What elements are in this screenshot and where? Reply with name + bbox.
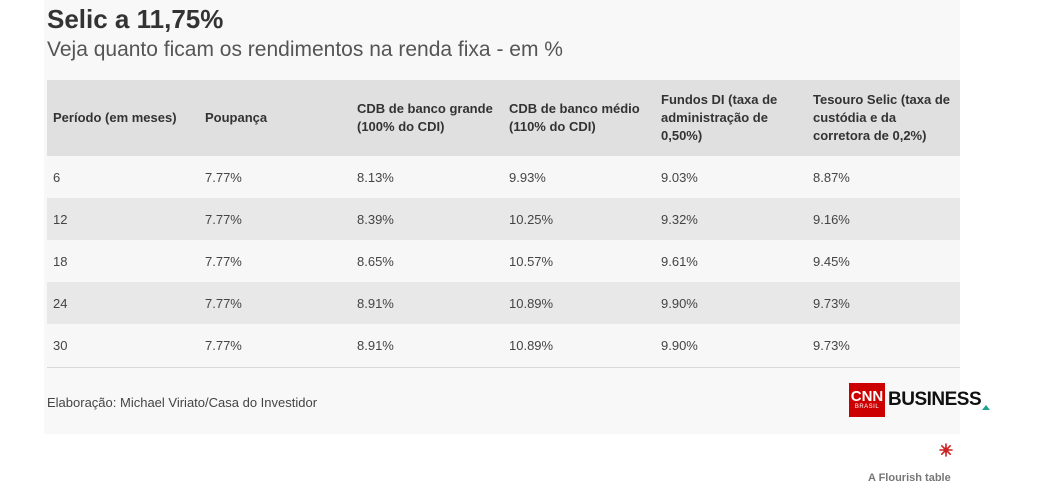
- value-cell: 7.77%: [199, 240, 351, 282]
- table-header-row: Período (em meses) Poupança CDB de banco g…: [47, 80, 960, 156]
- value-cell: 9.90%: [655, 282, 807, 324]
- period-cell: 24: [47, 282, 199, 324]
- value-cell: 10.89%: [503, 282, 655, 324]
- column-header: Período (em meses): [47, 80, 199, 156]
- value-cell: 10.89%: [503, 324, 655, 368]
- data-table: Período (em meses) Poupança CDB de banco g…: [47, 80, 960, 368]
- table-row: 30 7.77% 8.91% 10.89% 9.90% 9.73%: [47, 324, 960, 368]
- column-header: Fundos DI (taxa de administração de 0,50…: [655, 80, 807, 156]
- value-cell: 8.87%: [807, 156, 960, 198]
- period-cell: 30: [47, 324, 199, 368]
- column-header: CDB de banco médio (110% do CDI): [503, 80, 655, 156]
- period-cell: 6: [47, 156, 199, 198]
- table-row: 24 7.77% 8.91% 10.89% 9.90% 9.73%: [47, 282, 960, 324]
- cnn-logo-text: CNN: [850, 388, 884, 405]
- period-cell: 18: [47, 240, 199, 282]
- value-cell: 7.77%: [199, 156, 351, 198]
- value-cell: 9.93%: [503, 156, 655, 198]
- value-cell: 8.91%: [351, 282, 503, 324]
- value-cell: 8.65%: [351, 240, 503, 282]
- business-logo-text: BUSINESS: [888, 389, 982, 410]
- value-cell: 8.91%: [351, 324, 503, 368]
- value-cell: 9.03%: [655, 156, 807, 198]
- value-cell: 8.13%: [351, 156, 503, 198]
- column-header: Tesouro Selic (taxa de custódia e da cor…: [807, 80, 960, 156]
- value-cell: 9.73%: [807, 324, 960, 368]
- value-cell: 9.32%: [655, 198, 807, 240]
- table-body: 6 7.77% 8.13% 9.93% 9.03% 8.87% 12 7.77% 8.39% 10…: [47, 156, 960, 368]
- logo-accent-icon: [982, 404, 991, 410]
- value-cell: 10.25%: [503, 198, 655, 240]
- value-cell: 8.39%: [351, 198, 503, 240]
- period-cell: 12: [47, 198, 199, 240]
- brasil-logo-text: BRASIL: [854, 404, 880, 410]
- cnn-business-logo: CNN BRASIL BUSINESS: [849, 383, 991, 417]
- cnn-logo-box: CNN BRASIL: [849, 383, 885, 417]
- value-cell: 9.61%: [655, 240, 807, 282]
- value-cell: 9.90%: [655, 324, 807, 368]
- chart-subtitle: Veja quanto ficam os rendimentos na rend…: [47, 38, 563, 61]
- flourish-icon[interactable]: [938, 442, 954, 458]
- table-row: 12 7.77% 8.39% 10.25% 9.32% 9.16%: [47, 198, 960, 240]
- value-cell: 7.77%: [199, 324, 351, 368]
- flourish-credit-link[interactable]: A Flourish table: [868, 472, 951, 484]
- chart-title: Selic a 11,75%: [47, 4, 224, 34]
- source-credit: Elaboração: Michael Viriato/Casa do Inve…: [47, 395, 318, 410]
- table-row: 6 7.77% 8.13% 9.93% 9.03% 8.87%: [47, 156, 960, 198]
- value-cell: 9.73%: [807, 282, 960, 324]
- value-cell: 7.77%: [199, 198, 351, 240]
- value-cell: 7.77%: [199, 282, 351, 324]
- value-cell: 10.57%: [503, 240, 655, 282]
- column-header: CDB de banco grande (100% do CDI): [351, 80, 503, 156]
- value-cell: 9.45%: [807, 240, 960, 282]
- table-row: 18 7.77% 8.65% 10.57% 9.61% 9.45%: [47, 240, 960, 282]
- value-cell: 9.16%: [807, 198, 960, 240]
- column-header: Poupança: [199, 80, 351, 156]
